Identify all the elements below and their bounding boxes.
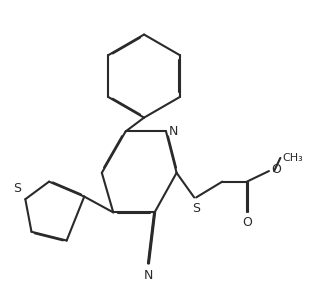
Text: O: O bbox=[242, 216, 252, 229]
Text: N: N bbox=[144, 269, 153, 282]
Text: S: S bbox=[13, 182, 21, 195]
Text: CH₃: CH₃ bbox=[282, 153, 303, 163]
Text: O: O bbox=[271, 163, 281, 175]
Text: N: N bbox=[169, 125, 179, 138]
Text: S: S bbox=[192, 202, 200, 215]
